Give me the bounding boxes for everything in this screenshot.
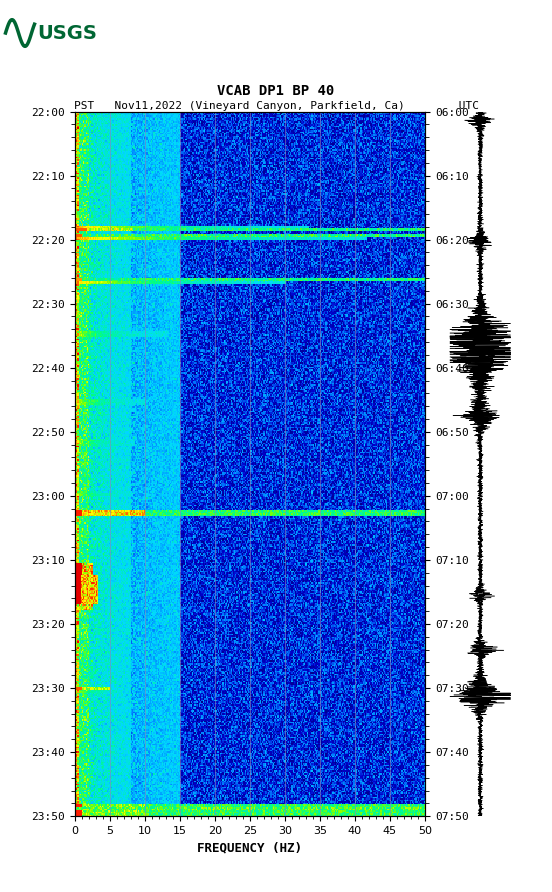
Text: VCAB DP1 BP 40: VCAB DP1 BP 40	[217, 84, 335, 98]
X-axis label: FREQUENCY (HZ): FREQUENCY (HZ)	[197, 841, 302, 855]
Text: USGS: USGS	[37, 23, 97, 43]
Text: PST   Nov11,2022 (Vineyard Canyon, Parkfield, Ca)        UTC: PST Nov11,2022 (Vineyard Canyon, Parkfie…	[73, 101, 479, 111]
